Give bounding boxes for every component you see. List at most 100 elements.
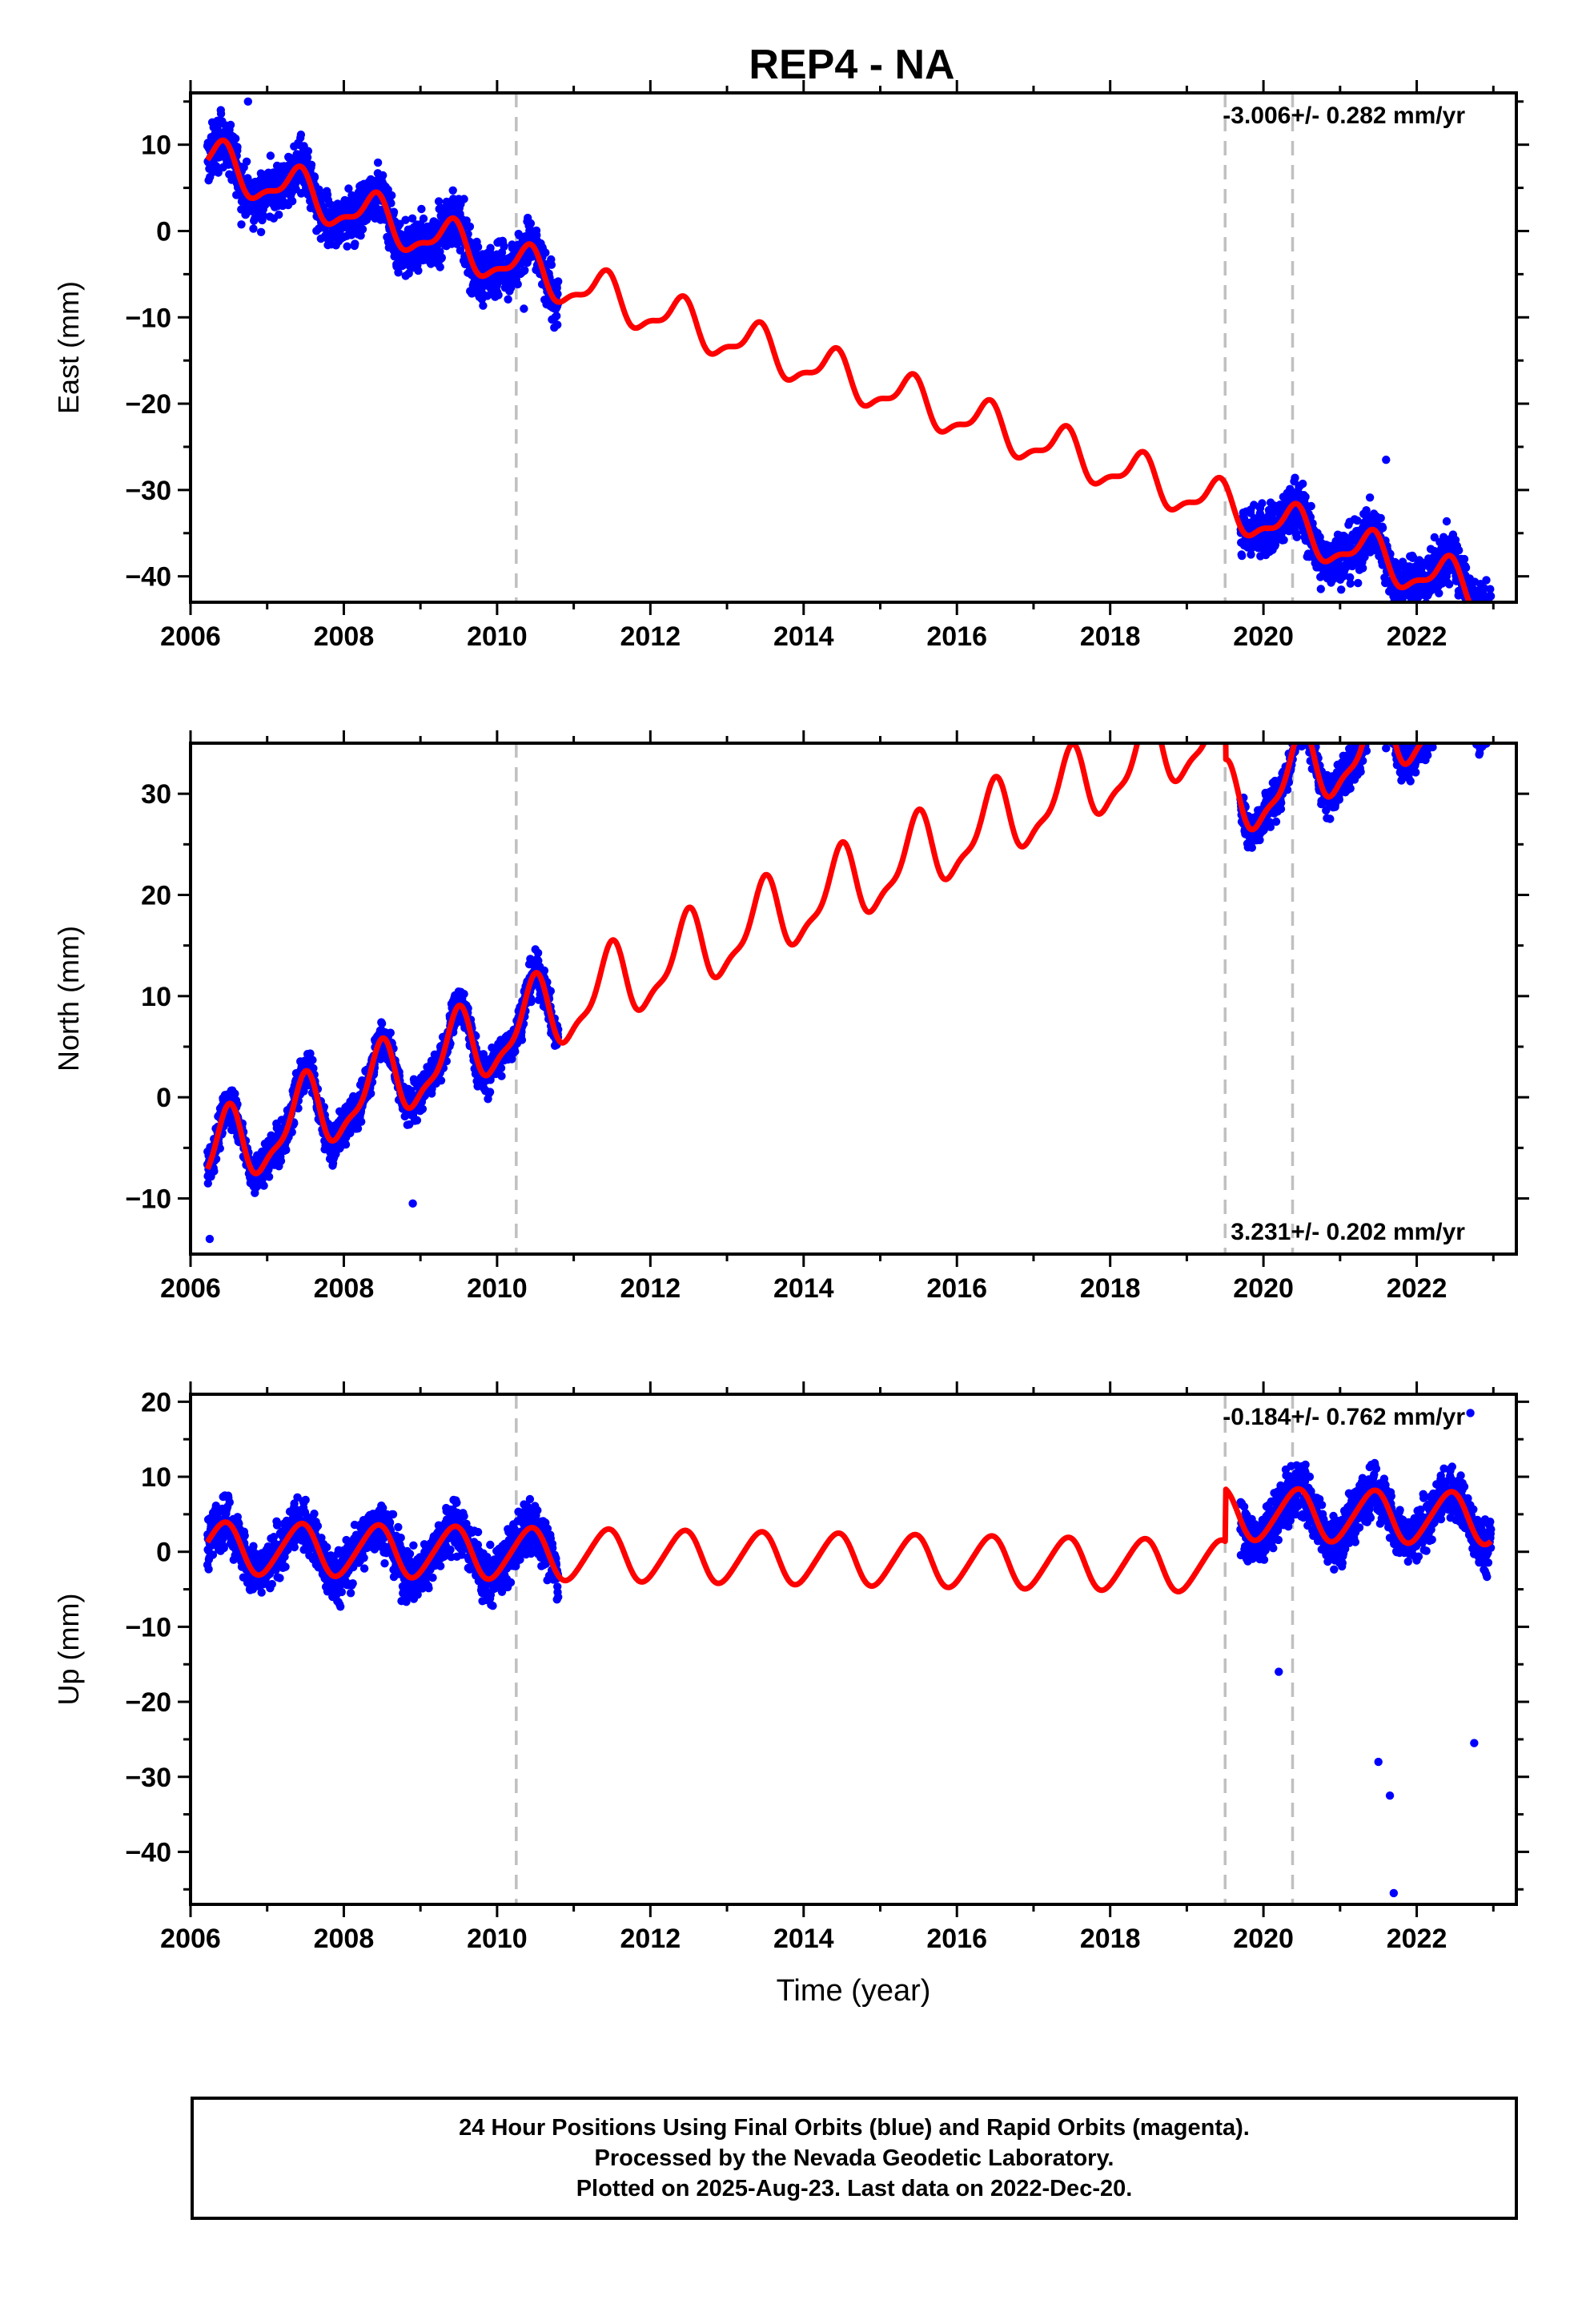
observation-point: [1360, 730, 1368, 738]
observation-point: [1380, 695, 1388, 703]
observation-point: [1380, 694, 1388, 702]
observation-point: [1479, 633, 1487, 641]
observation-point: [1474, 604, 1482, 612]
observation-point: [1289, 732, 1297, 740]
observation-point: [1293, 704, 1301, 712]
observation-point: [500, 242, 508, 251]
observation-point: [1381, 718, 1389, 726]
observation-point: [1359, 726, 1367, 734]
observation-point: [357, 1117, 366, 1126]
observation-point: [389, 207, 399, 216]
x-tick-label: 2012: [620, 621, 681, 652]
observation-point: [1304, 730, 1312, 738]
observation-point: [1304, 722, 1312, 730]
observation-point: [1370, 694, 1378, 702]
observation-point: [226, 120, 235, 130]
observation-point: [1306, 726, 1314, 734]
observation-point: [1373, 692, 1381, 700]
observation-point: [344, 184, 353, 193]
observation-point: [1369, 702, 1377, 710]
y-tick-label: −20: [125, 389, 171, 420]
observation-point: [1370, 687, 1378, 695]
observation-point: [351, 239, 359, 248]
observation-point: [1481, 603, 1489, 611]
observation-point: [1380, 694, 1388, 702]
observation-point: [1466, 619, 1474, 627]
observation-point: [1477, 617, 1485, 625]
observation-point: [1369, 703, 1377, 711]
observation-point: [275, 210, 283, 219]
observation-point: [1468, 603, 1476, 611]
observation-point: [1484, 631, 1492, 639]
observation-point: [1299, 706, 1307, 714]
observation-point: [1365, 493, 1375, 502]
observation-point: [1383, 711, 1391, 719]
observation-point: [1477, 589, 1487, 598]
observation-point: [408, 214, 417, 223]
observation-point: [1367, 703, 1375, 711]
observation-point: [1342, 533, 1351, 543]
observation-point: [1475, 625, 1483, 633]
observation-point: [1382, 714, 1390, 722]
observation-point: [1373, 706, 1381, 714]
observation-point: [533, 948, 543, 958]
observation-point: [1479, 630, 1487, 638]
observation-point: [1300, 713, 1308, 721]
y-axis-label: East (mm): [52, 281, 85, 414]
observation-point: [1371, 686, 1379, 694]
observation-point: [1299, 724, 1307, 732]
y-tick-label: 10: [141, 131, 171, 161]
observation-point: [231, 134, 240, 143]
observation-point: [513, 279, 522, 289]
observation-point: [1365, 730, 1373, 738]
observation-point: [1379, 686, 1387, 694]
observation-point: [1468, 626, 1476, 634]
observation-point: [1461, 563, 1471, 573]
observation-point: [1371, 692, 1379, 700]
observation-point: [303, 147, 313, 155]
observation-point: [419, 214, 428, 223]
observation-point: [1375, 691, 1383, 699]
observation-point: [1372, 712, 1380, 720]
observation-point: [1371, 701, 1379, 709]
observation-point: [1468, 607, 1476, 615]
observation-point: [1299, 479, 1307, 489]
observation-point: [1305, 730, 1313, 738]
observation-point: [1301, 722, 1309, 730]
observation-point: [1295, 723, 1303, 731]
observation-point: [1303, 715, 1311, 723]
observation-point: [504, 295, 512, 304]
observation-point: [216, 109, 226, 119]
observation-point: [1384, 702, 1392, 710]
observation-point: [1354, 578, 1363, 588]
observation-point: [1480, 629, 1488, 637]
observation-point: [1369, 702, 1377, 710]
observation-point: [1373, 691, 1381, 699]
observation-point: [237, 220, 246, 229]
observation-point: [1473, 621, 1481, 629]
observation-point: [1295, 730, 1303, 738]
observation-point: [1377, 689, 1385, 697]
observation-point: [1383, 698, 1391, 706]
observation-point: [1482, 576, 1491, 585]
observation-point: [1360, 714, 1368, 722]
observation-point: [1346, 579, 1355, 588]
observation-point: [1296, 719, 1304, 727]
observation-point: [1307, 501, 1315, 511]
observation-point: [1300, 731, 1308, 739]
observation-point: [1482, 610, 1490, 618]
observation-point: [1472, 625, 1480, 633]
observation-point: [1296, 720, 1304, 728]
observation-point: [418, 1104, 428, 1114]
observation-point: [264, 1172, 274, 1181]
observation-point: [1478, 609, 1486, 617]
north-panel: 2006 2008 2010 2012 2014 2016 2018 2020 20223020…: [52, 675, 1529, 1304]
observation-point: [1375, 675, 1383, 683]
observation-point: [1455, 546, 1464, 555]
observation-point: [1396, 604, 1404, 612]
observation-point: [1480, 605, 1488, 613]
observation-point: [1382, 718, 1390, 726]
observation-point: [1385, 698, 1393, 706]
observation-point: [473, 243, 483, 251]
observation-point: [343, 242, 351, 251]
